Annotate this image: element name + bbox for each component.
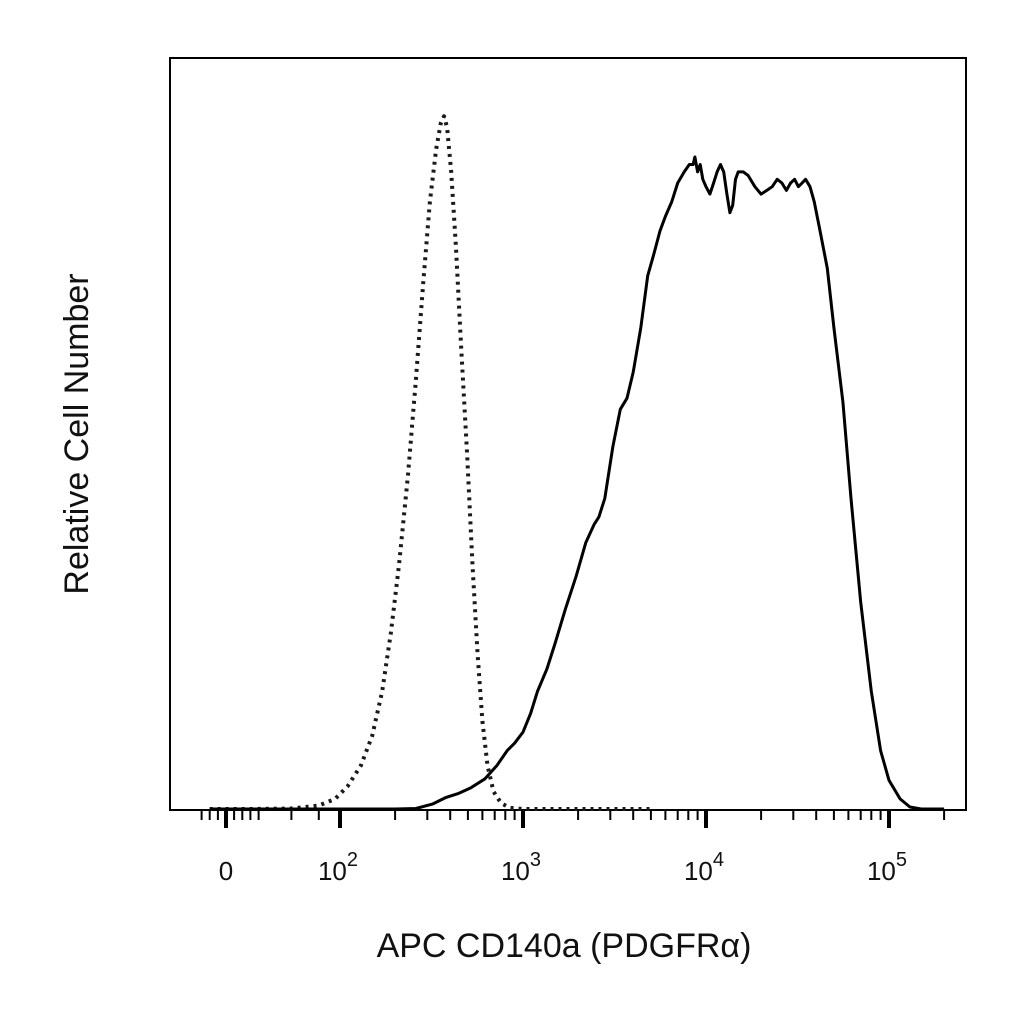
x-tick-label: 103 [501,849,541,886]
y-axis-title: Relative Cell Number [58,273,96,594]
x-tick-label: 104 [684,849,724,886]
x-minor-ticks [200,810,946,826]
x-major-ticks [224,810,891,828]
control-histogram-dotted-curve [209,114,651,811]
plot-frame [169,57,967,811]
x-tick-label: 0 [219,856,233,886]
x-tick-label: 102 [318,849,358,886]
x-tick-label: 105 [867,849,907,886]
stained-histogram-solid-curve [209,155,945,811]
x-axis-title: APC CD140a (PDGFRα) [377,927,752,965]
x-tick-labels: 0 102 103 104 105 [219,849,907,886]
histogram-curves [209,114,945,811]
